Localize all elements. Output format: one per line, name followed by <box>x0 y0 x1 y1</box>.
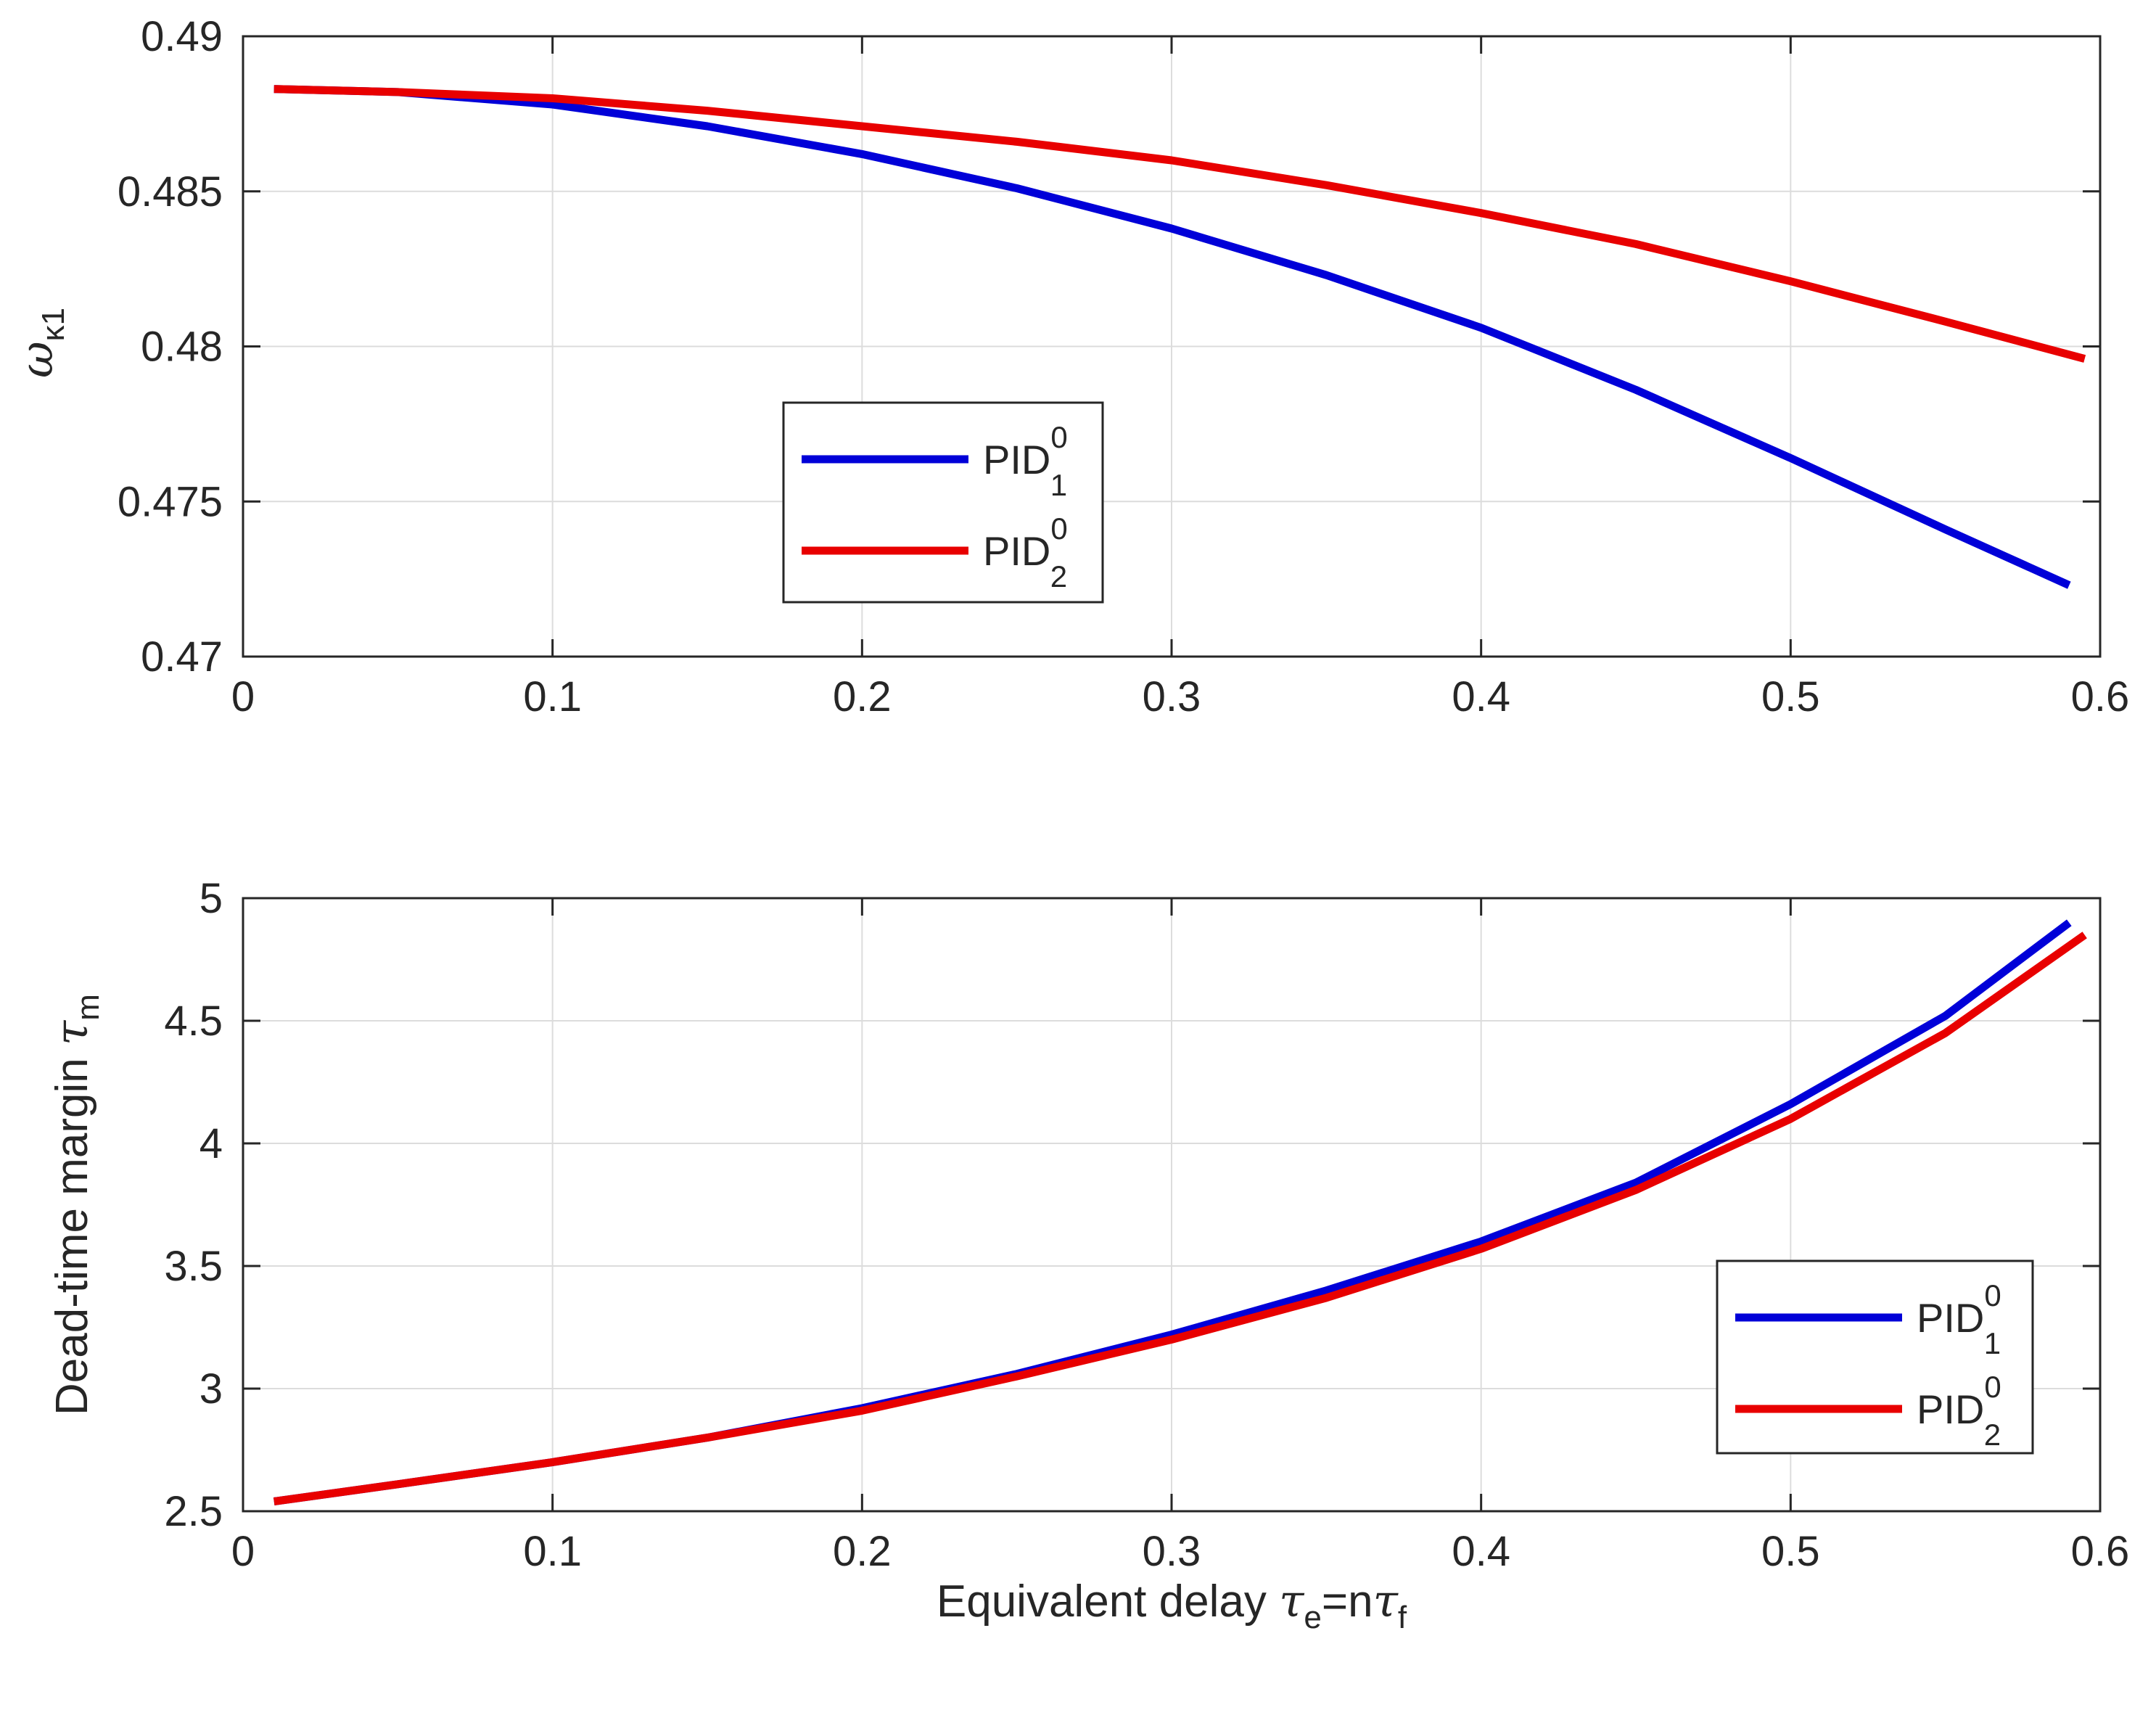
legend-label-pid-1: PID0 1 <box>983 420 1068 502</box>
legend-box <box>782 401 1104 604</box>
legend-label-pid-2: PID0 2 <box>1917 1370 2001 1452</box>
x-tick-label: 0.2 <box>833 1528 892 1575</box>
x-tick-label: 0.3 <box>1143 673 1201 720</box>
y-tick-label: 0.47 <box>141 633 223 681</box>
x-tick-label: 0.5 <box>1761 1528 1820 1575</box>
y-tick-label: 4.5 <box>164 998 223 1045</box>
legend-box <box>1716 1259 2034 1455</box>
series-line-pid-2 <box>273 932 2087 1505</box>
y-tick-label: 0.48 <box>141 324 223 371</box>
x-tick-label: 0.3 <box>1143 1528 1201 1575</box>
series-line-pid-1 <box>273 85 2071 589</box>
y-axis-label: ωκ1 <box>10 308 71 378</box>
legend: PID0 1 PID0 2 <box>782 401 1104 604</box>
legend-label-pid-2: PID0 2 <box>983 511 1068 593</box>
y-tick-label: 0.49 <box>141 13 223 60</box>
legend-label-pid-1: PID0 1 <box>1917 1278 2001 1360</box>
y-tick-label: 4 <box>199 1120 223 1167</box>
x-tick-label: 0 <box>231 673 255 720</box>
y-tick-label: 0.485 <box>118 168 223 215</box>
y-tick-label: 3.5 <box>164 1243 223 1290</box>
y-tick-label: 5 <box>199 875 223 922</box>
y-axis-label: Dead-time margin τm <box>45 994 106 1415</box>
y-tick-label: 3 <box>199 1365 223 1413</box>
x-tick-label: 0.1 <box>523 673 582 720</box>
legend: PID0 1 PID0 2 <box>1716 1259 2034 1455</box>
series-line-pid-2 <box>273 85 2086 363</box>
x-tick-label: 0.5 <box>1761 673 1820 720</box>
y-tick-label: 2.5 <box>164 1488 223 1535</box>
y-tick-label: 0.475 <box>118 478 223 525</box>
x-tick-label: 0.4 <box>1452 673 1510 720</box>
bottom-chart-dead-time-margin: 0 0.1 0.2 0.3 0.4 0.5 0.6 2.5 3 3.5 4 4.5 5 Dead-time… <box>45 875 2129 1635</box>
x-tick-label: 0.6 <box>2071 1528 2130 1575</box>
x-tick-label: 0 <box>231 1528 255 1575</box>
top-chart-omega: 0 0.1 0.2 0.3 0.4 0.5 0.6 0.47 0.475 0.48 0.485 0.4… <box>10 13 2129 720</box>
x-tick-label: 0.4 <box>1452 1528 1510 1575</box>
x-tick-label: 0.1 <box>523 1528 582 1575</box>
x-axis-label: Equivalent delay τe=nτf <box>937 1574 1407 1635</box>
x-tick-label: 0.6 <box>2071 673 2130 720</box>
x-tick-label: 0.2 <box>833 673 892 720</box>
